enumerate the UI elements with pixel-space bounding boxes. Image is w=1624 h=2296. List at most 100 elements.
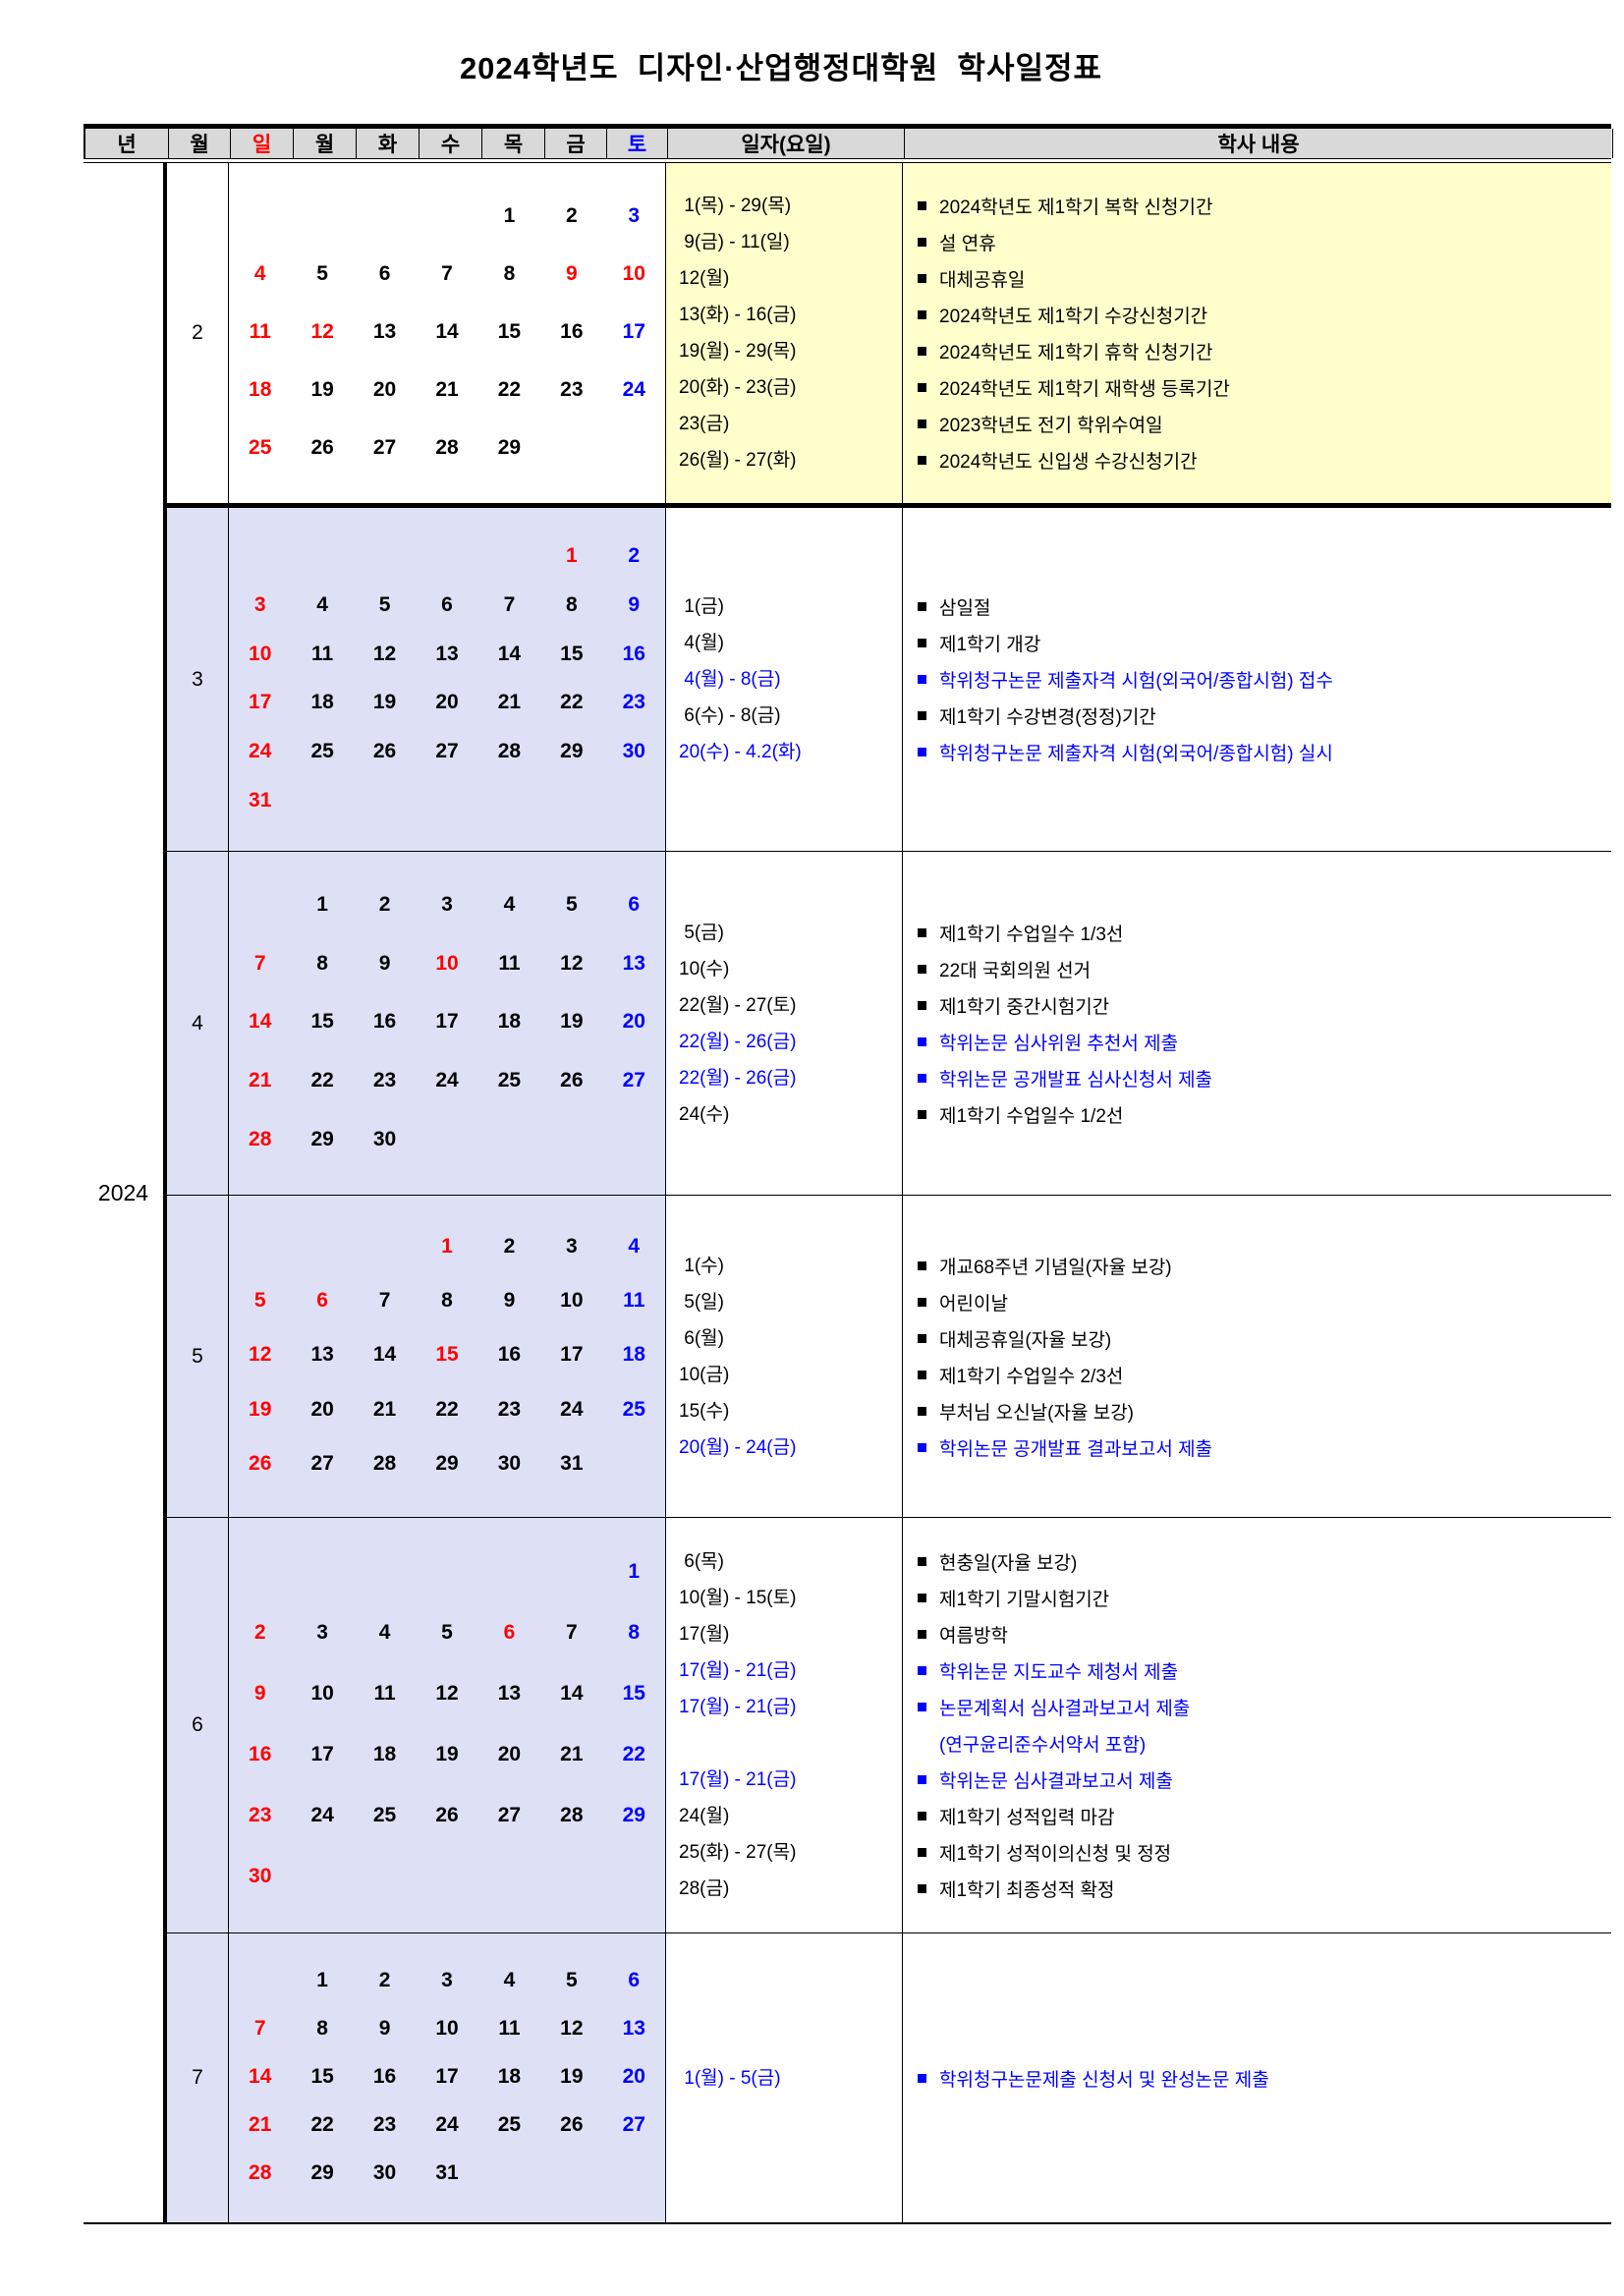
day-cell: 15 xyxy=(497,319,522,343)
event-text: 제1학기 수업일수 1/2선 xyxy=(939,1105,1124,1127)
day-cell: 29 xyxy=(622,1804,645,1826)
event-line: 설 연휴 xyxy=(918,224,1611,260)
day-cell: 6 xyxy=(441,592,453,616)
day-cell: 15 xyxy=(310,2064,334,2088)
day-cell: 10 xyxy=(249,642,272,665)
day-cell xyxy=(416,1846,477,1907)
event-text: 설 연휴 xyxy=(939,234,996,254)
day-cell: 12 xyxy=(372,642,397,665)
day-cell: 4 xyxy=(503,892,516,916)
day-cell xyxy=(229,187,291,245)
day-cell: 6 xyxy=(628,892,641,916)
event-line: (연구윤리준수서약서 포함) xyxy=(918,1725,1611,1762)
day-cell xyxy=(603,420,665,477)
event-text: 2024학년도 제1학기 휴학 신청기간 xyxy=(939,343,1213,364)
day-cell: 27 xyxy=(435,740,459,763)
day-cell: 8 xyxy=(316,951,328,975)
day-cell: 24 xyxy=(249,740,272,763)
event-text: 학위논문 심사위원 추천서 제출 xyxy=(939,1033,1179,1054)
day-cell: 24 xyxy=(560,1397,584,1421)
event-text: 제1학기 수업일수 1/3선 xyxy=(939,924,1124,945)
square-bullet-icon xyxy=(918,310,926,319)
day-cell: 25 xyxy=(249,436,272,460)
month-calendar: 1 2 3 4 5 6 7 8 9 10 11 12 13 14 15 16 17 18 19 20 21 22 23 24 2… xyxy=(229,1933,666,2222)
square-bullet-icon xyxy=(918,1370,926,1379)
day-cell: 3 xyxy=(253,592,266,616)
day-cell: 7 xyxy=(378,1289,391,1313)
date-range: 10(월) - 15(토) xyxy=(679,1588,797,1608)
day-cell: 21 xyxy=(372,1397,397,1421)
event-line: 2024학년도 제1학기 복학 신청기간 xyxy=(918,188,1611,224)
square-bullet-icon xyxy=(918,1000,926,1010)
month-row-6: 6 1 2 3 4 5 6 7 8 9 10 11 12 13 14 15 16 17 18 19 20 21 22 23 24… xyxy=(167,1518,1611,1933)
event-line: 학위논문 공개발표 결과보고서 제출 xyxy=(918,1429,1611,1466)
day-cell xyxy=(540,1541,602,1602)
date-range: 6(목) xyxy=(679,1551,724,1572)
date-range: 20(월) - 24(금) xyxy=(679,1436,797,1458)
event-text: (연구윤리준수서약서 포함) xyxy=(939,1735,1147,1756)
day-cell xyxy=(416,187,477,245)
day-cell: 9 xyxy=(378,2017,391,2041)
day-cell: 15 xyxy=(310,1010,334,1034)
day-cell: 25 xyxy=(310,740,334,763)
event-line: 현충일(자율 보강) xyxy=(918,1543,1611,1580)
event-line: 학위논문 심사위원 추천서 제출 xyxy=(918,1024,1611,1060)
day-cell: 17 xyxy=(560,1343,584,1367)
square-bullet-icon xyxy=(918,602,926,611)
square-bullet-icon xyxy=(918,1442,926,1452)
month-calendar: 1 2 3 4 5 6 7 8 9 10 11 12 13 14 15 16 17 18 19 20 21 22 23 24 2… xyxy=(229,852,666,1195)
date-range: 17(월) xyxy=(679,1624,730,1645)
date-range xyxy=(679,1725,902,1762)
day-cell xyxy=(540,776,602,825)
month-label: 6 xyxy=(167,1518,229,1932)
day-cell xyxy=(540,2149,602,2197)
square-bullet-icon xyxy=(918,639,926,647)
date-range: 26(월) - 27(화) xyxy=(679,450,797,471)
day-cell xyxy=(291,1219,353,1273)
event-text: 2024학년도 제1학기 재학생 등록기간 xyxy=(939,379,1230,400)
event-line: 논문계획서 심사결과보고서 제출 xyxy=(918,1689,1611,1725)
event-line: 제1학기 기말시험기간 xyxy=(918,1580,1611,1616)
day-cell: 23 xyxy=(622,691,645,714)
day-cell: 1 xyxy=(316,1969,328,1992)
day-cell: 19 xyxy=(372,691,397,714)
day-cell: 5 xyxy=(566,1969,578,1992)
day-cell xyxy=(540,1846,602,1907)
day-cell: 30 xyxy=(372,2160,397,2184)
event-text: 부처님 오신날(자율 보강) xyxy=(939,1402,1135,1424)
date-range: 17(월) - 21(금) xyxy=(679,1660,797,1681)
date-range: 17(월) - 21(금) xyxy=(679,1769,797,1790)
day-cell: 17 xyxy=(310,1743,334,1765)
square-bullet-icon xyxy=(918,748,926,756)
square-bullet-icon xyxy=(918,1666,926,1675)
date-range: 24(월) xyxy=(679,1806,730,1826)
day-cell: 27 xyxy=(372,436,397,460)
day-cell: 18 xyxy=(622,1343,645,1367)
day-cell: 20 xyxy=(497,1743,522,1765)
day-cell: 18 xyxy=(372,1743,397,1765)
event-line: 학위청구논문제출 신청서 및 완성논문 제출 xyxy=(918,2060,1611,2097)
date-column: 1(금) 4(월) 4(월) - 8(금) 6(수) - 8(금) 20(수) -… xyxy=(666,508,903,851)
day-cell: 27 xyxy=(310,1452,334,1476)
day-cell: 26 xyxy=(372,740,397,763)
day-cell xyxy=(478,1846,540,1907)
day-cell xyxy=(291,1541,353,1602)
square-bullet-icon xyxy=(918,1073,926,1083)
date-column: 1(목) - 29(목) 9(금) - 11(일) 12(월) 13(화) - 16… xyxy=(666,163,903,503)
page-title: 2024학년도 디자인·산업행정대학원 학사일정표 xyxy=(459,51,1103,85)
event-text: 22대 국회의원 선거 xyxy=(939,960,1092,981)
event-text: 학위청구논문 제출자격 시험(외국어/종합시험) 접수 xyxy=(939,671,1333,692)
day-cell xyxy=(416,776,477,825)
event-line: 여름방학 xyxy=(918,1616,1611,1652)
day-cell: 9 xyxy=(503,1289,516,1313)
day-cell: 29 xyxy=(560,740,584,763)
day-cell: 28 xyxy=(372,1452,397,1476)
day-cell xyxy=(478,532,540,581)
day-cell: 5 xyxy=(378,592,391,616)
date-range: 28(금) xyxy=(679,1878,730,1899)
day-cell: 7 xyxy=(253,951,266,975)
day-cell xyxy=(478,1110,540,1169)
day-cell: 3 xyxy=(316,1621,328,1644)
day-cell: 14 xyxy=(497,642,522,665)
header-year: 년 xyxy=(85,129,169,158)
